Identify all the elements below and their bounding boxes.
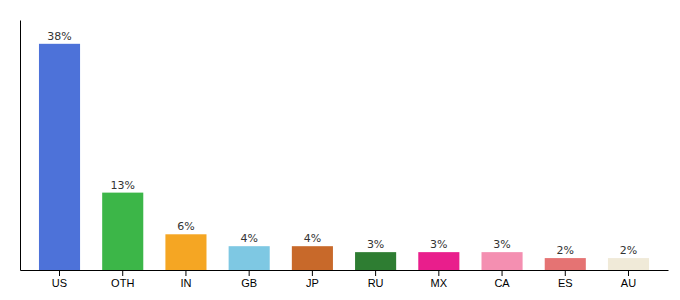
x-tick: JP	[306, 270, 319, 289]
data-labels: 38% 13% 6% 4% 4% 3% 3% 3% 2% 2%	[47, 30, 637, 257]
bar	[545, 258, 586, 270]
data-label: 13%	[111, 179, 135, 192]
bar	[102, 193, 143, 270]
x-tick-label: CA	[494, 277, 510, 289]
data-label: 4%	[240, 232, 257, 245]
bar	[39, 44, 80, 270]
x-tick-label: US	[52, 277, 67, 289]
x-tick: AU	[621, 270, 636, 289]
bar	[418, 252, 459, 270]
x-axis-line	[21, 270, 669, 271]
x-tick-mark	[628, 270, 629, 276]
x-tick-mark	[59, 270, 60, 276]
data-label: 38%	[47, 30, 71, 43]
x-tick-label: ES	[558, 277, 573, 289]
x-tick-label: JP	[306, 277, 319, 289]
plot: US OTH IN GB JP RU MX CA ES AU 38% 13% 6% 4% 4% 3% 3% 3% 2…	[21, 21, 669, 289]
x-tick: RU	[368, 270, 384, 289]
x-tick: ES	[558, 270, 573, 289]
x-tick-label: MX	[431, 277, 448, 289]
bars	[39, 44, 649, 270]
x-tick: OTH	[111, 270, 134, 289]
x-tick: GB	[241, 270, 257, 289]
data-label: 2%	[557, 244, 574, 257]
x-tick: IN	[180, 270, 191, 289]
x-tick-label: IN	[180, 277, 191, 289]
data-label: 2%	[620, 244, 637, 257]
bar	[355, 252, 396, 270]
x-tick-label: OTH	[111, 277, 134, 289]
data-label: 6%	[177, 220, 194, 233]
data-label: 4%	[304, 232, 321, 245]
x-tick-label: RU	[368, 277, 384, 289]
x-tick: US	[52, 270, 67, 289]
bar	[229, 246, 270, 270]
bar	[608, 258, 649, 270]
x-tick: CA	[494, 270, 510, 289]
data-label: 3%	[493, 238, 510, 251]
x-axis: US OTH IN GB JP RU MX CA ES AU	[21, 270, 669, 289]
data-label: 3%	[367, 238, 384, 251]
x-tick-label: AU	[621, 277, 636, 289]
bar	[482, 252, 523, 270]
x-tick-mark	[122, 270, 123, 276]
bar	[292, 246, 333, 270]
bar	[165, 234, 206, 270]
y-axis	[20, 21, 21, 271]
x-tick-mark	[312, 270, 313, 276]
x-tick-mark	[438, 270, 439, 276]
x-tick-mark	[185, 270, 186, 276]
x-tick: MX	[431, 270, 448, 289]
x-tick-mark	[375, 270, 376, 276]
data-label: 3%	[430, 238, 447, 251]
x-tick-label: GB	[241, 277, 257, 289]
x-tick-mark	[249, 270, 250, 276]
y-axis-line	[20, 21, 21, 271]
x-tick-mark	[502, 270, 503, 276]
x-tick-mark	[565, 270, 566, 276]
chart: US OTH IN GB JP RU MX CA ES AU 38% 13% 6% 4% 4% 3% 3% 3% 2…	[0, 0, 680, 300]
